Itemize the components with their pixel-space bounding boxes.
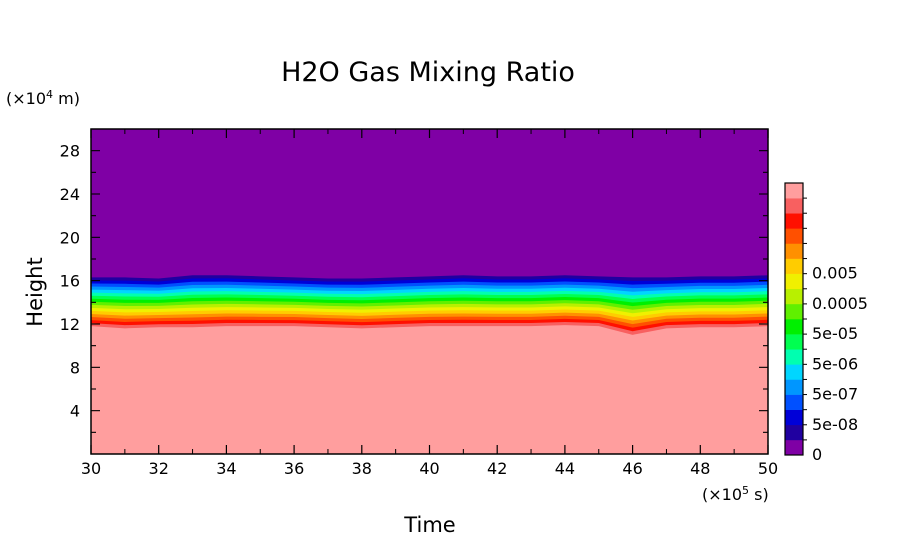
colorbar-label: 5e-06: [812, 354, 858, 373]
colorbar-swatch: [785, 228, 803, 244]
y-tick-label: 24: [60, 185, 80, 204]
colorbar-swatch: [785, 424, 803, 441]
x-axis: 30 32 34 36 38 40 42 44 46 48 50: [81, 129, 778, 478]
x-unit-label: (×105 s): [702, 484, 769, 505]
chart-title: H2O Gas Mixing Ratio: [281, 57, 575, 88]
x-tick-label: 34: [216, 459, 236, 478]
contour-plot-area: [90, 128, 769, 455]
colorbar-swatch: [785, 379, 803, 395]
y-tick-label: 12: [60, 315, 80, 334]
colorbar-swatch: [785, 213, 803, 229]
colorbar-swatch: [785, 258, 803, 274]
y-tick-label: 16: [60, 272, 80, 291]
x-tick-label: 42: [487, 459, 507, 478]
y-unit-label: (×104 m): [6, 88, 80, 109]
x-tick-label: 32: [149, 459, 169, 478]
x-tick-label: 46: [622, 459, 642, 478]
colorbar-swatch: [785, 288, 803, 305]
colorbar-label: 0: [812, 445, 822, 464]
x-tick-label: 30: [81, 459, 101, 478]
colorbar-label: 0.0005: [812, 294, 868, 313]
colorbar-label: 5e-05: [812, 324, 858, 343]
colorbar-swatch: [785, 319, 803, 335]
y-tick-label: 28: [60, 142, 80, 161]
x-tick-label: 38: [352, 459, 372, 478]
colorbar-swatch: [785, 198, 803, 214]
colorbar-swatch: [785, 394, 803, 410]
colorbar-swatch: [785, 334, 803, 350]
colorbar-swatch: [785, 303, 803, 320]
colorbar-swatch: [785, 409, 803, 426]
colorbar-label: 5e-07: [812, 385, 858, 404]
colorbar: 0 5e-08 5e-07 5e-06 5e-05 0.0005 0.005: [784, 182, 868, 464]
colorbar-swatch: [785, 243, 803, 259]
colorbar-swatch: [785, 349, 803, 365]
colorbar-label: 5e-08: [812, 415, 858, 434]
colorbar-swatch: [785, 273, 803, 290]
y-axis-label: Height: [23, 257, 47, 326]
y-tick-label: 4: [70, 402, 80, 421]
x-axis-label: Time: [403, 513, 455, 537]
y-axis: 4 8 12 16 20 24 28: [60, 142, 768, 433]
x-tick-label: 48: [690, 459, 710, 478]
x-tick-label: 36: [284, 459, 304, 478]
x-tick-label: 40: [419, 459, 439, 478]
x-tick-label: 44: [555, 459, 575, 478]
colorbar-swatch: [785, 439, 803, 456]
contour-band-17: [91, 325, 768, 454]
x-tick-label: 50: [758, 459, 778, 478]
colorbar-swatch: [785, 183, 803, 199]
y-tick-label: 8: [70, 358, 80, 377]
colorbar-swatch: [785, 364, 803, 380]
y-tick-label: 20: [60, 228, 80, 247]
colorbar-label: 0.005: [812, 264, 858, 283]
